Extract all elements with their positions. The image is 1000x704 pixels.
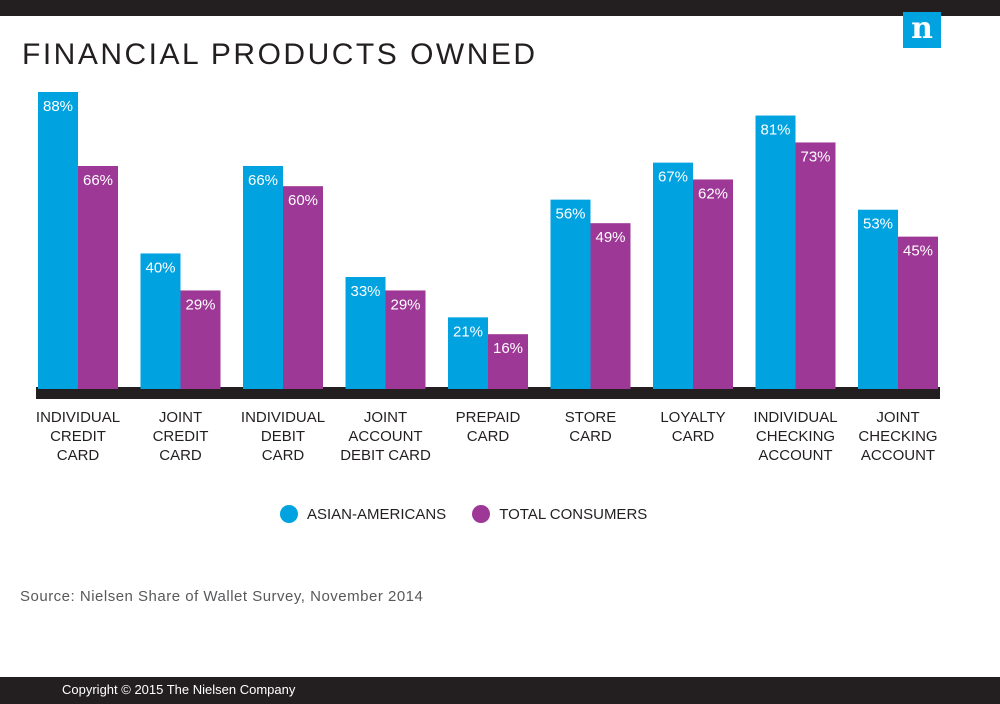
category-label-line: CHECKING — [858, 428, 937, 445]
bar-total-consumers-2 — [283, 186, 323, 389]
chart-baseline — [36, 387, 940, 399]
category-label-8: JOINT CHECKING ACCOUNT — [858, 409, 937, 464]
data-label-asian-americans-2: 66% — [248, 172, 278, 189]
category-label-line: CARD — [672, 428, 715, 445]
legend-label-total-consumers: TOTAL CONSUMERS — [499, 505, 648, 523]
legend-item-total-consumers: TOTAL CONSUMERS — [472, 505, 647, 523]
legend: ASIAN-AMERICANS TOTAL CONSUMERS — [280, 502, 673, 526]
bar-total-consumers-0 — [78, 166, 118, 389]
data-label-asian-americans-0: 88% — [43, 98, 73, 115]
category-label-line: ACCOUNT — [348, 428, 422, 445]
category-label-line: CARD — [57, 447, 100, 464]
category-label-line: CHECKING — [756, 428, 835, 445]
bar-asian-americans-8 — [858, 209, 898, 389]
nielsen-logo-icon: n — [903, 12, 941, 48]
category-label-line: JOINT — [876, 409, 919, 426]
bar-total-consumers-7 — [795, 142, 836, 389]
category-label-3: JOINT ACCOUNT DEBIT CARD — [340, 409, 431, 464]
source-note: Source: Nielsen Share of Wallet Survey, … — [20, 588, 424, 605]
category-label-line: CREDIT — [153, 428, 209, 445]
category-label-6: LOYALTY CARD — [660, 409, 725, 445]
data-label-total-consumers-3: 29% — [390, 296, 420, 313]
category-label-line: JOINT — [159, 409, 202, 426]
data-label-asian-americans-5: 56% — [555, 206, 585, 223]
bar-total-consumers-8 — [898, 236, 938, 389]
data-label-total-consumers-0: 66% — [83, 172, 113, 189]
bar-asian-americans-4 — [448, 317, 488, 389]
top-bar — [0, 0, 1000, 16]
category-label-line: STORE — [565, 409, 616, 426]
bar-asian-americans-7 — [755, 115, 796, 389]
bar-asian-americans-1 — [140, 253, 181, 389]
category-label-line: ACCOUNT — [861, 447, 935, 464]
bar-total-consumers-5 — [590, 223, 631, 389]
category-label-1: JOINT CREDIT CARD — [153, 409, 209, 464]
category-label-line: DEBIT — [261, 428, 305, 445]
data-label-asian-americans-3: 33% — [350, 283, 380, 300]
bar-chart: 88% 66% INDIVIDUAL CREDIT CARD 40% 29% JOINT CRE… — [36, 92, 940, 464]
data-label-asian-americans-8: 53% — [863, 216, 893, 233]
category-label-line: INDIVIDUAL — [753, 409, 837, 426]
category-label-line: INDIVIDUAL — [36, 409, 120, 426]
category-label-5: STORE CARD — [565, 409, 616, 445]
bar-total-consumers-4 — [488, 334, 528, 389]
category-label-line: CARD — [569, 428, 612, 445]
category-label-line: ACCOUNT — [758, 447, 832, 464]
category-label-4: PREPAID CARD — [456, 409, 521, 445]
category-label-2: INDIVIDUAL DEBIT CARD — [241, 409, 325, 464]
data-label-total-consumers-8: 45% — [903, 243, 933, 260]
bar-total-consumers-1 — [180, 290, 221, 389]
category-label-line: INDIVIDUAL — [241, 409, 325, 426]
footer-bar: Copyright © 2015 The Nielsen Company — [0, 677, 1000, 704]
data-label-asian-americans-4: 21% — [453, 323, 483, 340]
category-label-0: INDIVIDUAL CREDIT CARD — [36, 409, 120, 464]
category-label-line: LOYALTY — [660, 409, 725, 426]
category-label-line: JOINT — [364, 409, 407, 426]
data-label-total-consumers-6: 62% — [698, 185, 728, 202]
data-label-asian-americans-1: 40% — [145, 259, 175, 276]
legend-swatch-total-consumers — [472, 505, 491, 523]
data-label-total-consumers-1: 29% — [185, 296, 215, 313]
category-label-7: INDIVIDUAL CHECKING ACCOUNT — [753, 409, 837, 464]
category-label-line: CREDIT — [50, 428, 106, 445]
data-label-asian-americans-7: 81% — [760, 122, 790, 139]
category-label-line: CARD — [262, 447, 305, 464]
bar-total-consumers-6 — [693, 179, 733, 389]
category-label-line: CARD — [467, 428, 510, 445]
legend-swatch-asian-americans — [280, 505, 298, 523]
data-label-total-consumers-4: 16% — [493, 340, 523, 357]
data-label-total-consumers-5: 49% — [595, 229, 625, 246]
bar-asian-americans-2 — [243, 166, 283, 389]
data-label-asian-americans-6: 67% — [658, 169, 688, 186]
data-label-total-consumers-7: 73% — [800, 148, 830, 165]
legend-label-asian-americans: ASIAN-AMERICANS — [307, 505, 447, 523]
category-label-line: CARD — [159, 447, 202, 464]
bar-total-consumers-3 — [385, 290, 426, 389]
data-label-total-consumers-2: 60% — [288, 192, 318, 209]
bar-asian-americans-0 — [38, 92, 78, 389]
bar-asian-americans-3 — [345, 277, 386, 389]
legend-item-asian-americans: ASIAN-AMERICANS — [280, 505, 446, 523]
bar-asian-americans-6 — [653, 162, 693, 389]
bar-asian-americans-5 — [550, 199, 591, 389]
copyright-text: Copyright © 2015 The Nielsen Company — [62, 682, 296, 697]
chart-title: FINANCIAL PRODUCTS OWNED — [22, 38, 538, 71]
category-label-line: PREPAID — [456, 409, 521, 426]
category-label-line: DEBIT CARD — [340, 447, 431, 464]
